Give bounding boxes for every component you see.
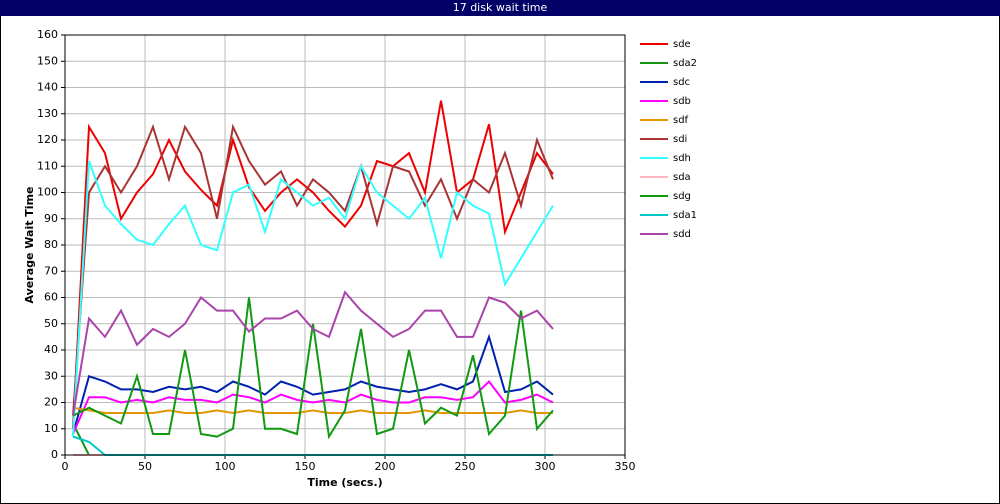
legend-label: sdi [673,134,687,145]
x-tick-label: 250 [455,460,476,473]
series-line [72,333,554,435]
x-tick-label: 50 [138,460,152,473]
chart-title: 17 disk wait time [453,1,548,14]
y-axis-label: Average Wait Time [23,187,36,304]
series-line [72,406,553,415]
legend-label: sdg [673,191,691,202]
y-tick-label: 50 [44,317,58,330]
series-line [72,123,554,416]
y-tick-label: 110 [37,159,58,172]
y-tick-label: 150 [37,54,58,67]
legend-label: sda [673,172,691,183]
series-line [72,290,554,416]
x-tick-label: 0 [62,460,69,473]
legend-label: sdc [673,77,690,88]
legend-label: sda1 [673,210,697,221]
y-tick-label: 80 [44,238,58,251]
title-bar [0,0,1000,16]
x-tick-label: 350 [615,460,636,473]
legend-label: sdf [673,115,689,126]
legend-label: sdh [673,153,691,164]
y-tick-label: 120 [37,133,58,146]
series-line [72,297,554,440]
y-tick-label: 30 [44,369,58,382]
x-tick-label: 150 [295,460,316,473]
series-line [72,379,554,435]
legend-label: sdb [673,96,691,107]
y-tick-label: 70 [44,264,58,277]
x-tick-label: 300 [535,460,556,473]
plot-border [64,34,626,456]
y-tick-label: 130 [37,107,58,120]
legend-label: sdd [673,229,691,240]
y-tick-label: 100 [37,186,58,199]
y-tick-label: 40 [44,343,58,356]
y-tick-label: 90 [44,212,58,225]
x-tick-label: 200 [375,460,396,473]
series-line [72,160,554,437]
y-tick-label: 20 [44,396,58,409]
y-tick-label: 160 [37,28,58,41]
x-tick-label: 100 [215,460,236,473]
x-axis-label: Time (secs.) [307,476,382,489]
y-tick-label: 10 [44,422,58,435]
legend-label: sda2 [673,58,697,69]
y-tick-label: 60 [44,291,58,304]
legend-label: sde [673,39,691,50]
y-tick-label: 140 [37,81,58,94]
y-tick-label: 0 [51,448,58,461]
